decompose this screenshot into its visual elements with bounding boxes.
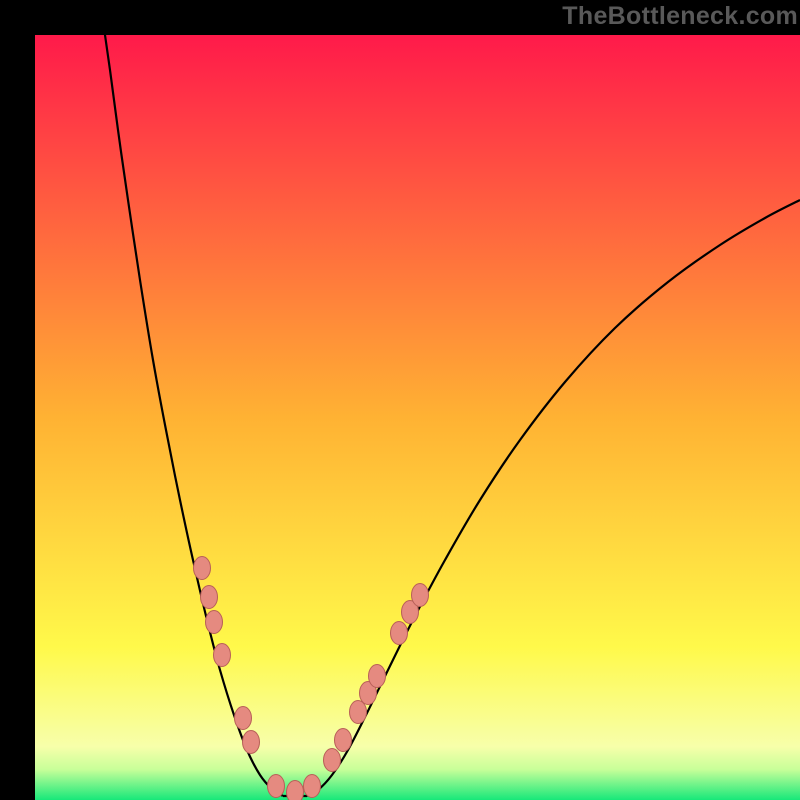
chart-frame: TheBottleneck.com [0, 0, 800, 800]
gradient-plot-area [35, 35, 800, 800]
watermark-text: TheBottleneck.com [562, 2, 798, 31]
